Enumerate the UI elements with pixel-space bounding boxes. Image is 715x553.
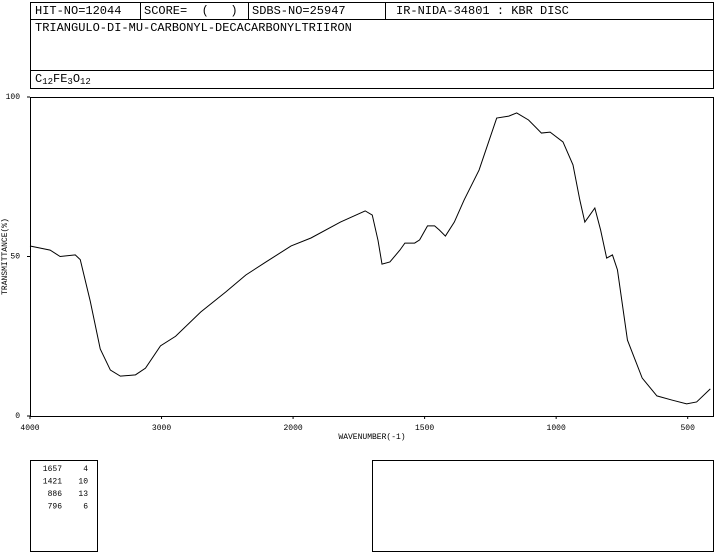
- x-tick-label: 4000: [20, 424, 39, 433]
- peak-cell: 886: [48, 490, 63, 499]
- y-tick-label: 100: [6, 93, 21, 102]
- hit-no: HIT-NO=12044: [35, 4, 121, 18]
- header-box: [30, 2, 714, 89]
- peak-cell: 13: [78, 490, 88, 499]
- peak-cell: 1657: [43, 465, 62, 474]
- peak-cell: 10: [78, 478, 88, 487]
- formula: C12FE3O12: [35, 72, 91, 87]
- method: IR-NIDA-34801 : KBR DISC: [396, 4, 569, 18]
- peak-table-box: [30, 460, 98, 552]
- formula-subscript: 12: [42, 77, 53, 87]
- x-tick-label: 2000: [283, 424, 302, 433]
- sdbs-no: SDBS-NO=25947: [252, 4, 346, 18]
- compound-name: TRIANGULO-DI-MU-CARBONYL-DECACARBONYLTRI…: [35, 21, 352, 35]
- peak-cell: 796: [48, 503, 63, 512]
- formula-part: C: [35, 72, 42, 86]
- plot-frame: [30, 97, 714, 417]
- score: SCORE= ( ): [144, 4, 238, 18]
- empty-box: [372, 460, 714, 552]
- peak-cell: 1421: [43, 478, 62, 487]
- y-axis-label: TRANSMITTANCE(%): [1, 218, 10, 295]
- x-tick-label: 500: [680, 424, 695, 433]
- x-axis-label: WAVENUMBER(-1): [338, 433, 405, 442]
- x-tick-label: 3000: [152, 424, 171, 433]
- formula-part: O: [73, 72, 80, 86]
- spectrum-line: [29, 112, 711, 405]
- formula-subscript: 12: [80, 77, 91, 87]
- peak-cell: 6: [83, 503, 88, 512]
- peak-cell: 4: [83, 465, 88, 474]
- y-tick-label: 0: [15, 412, 20, 421]
- formula-part: FE: [53, 72, 67, 86]
- x-tick-label: 1500: [415, 424, 434, 433]
- y-tick-label: 50: [10, 253, 20, 262]
- x-tick-label: 1000: [547, 424, 566, 433]
- formula-subscript: 3: [67, 77, 72, 87]
